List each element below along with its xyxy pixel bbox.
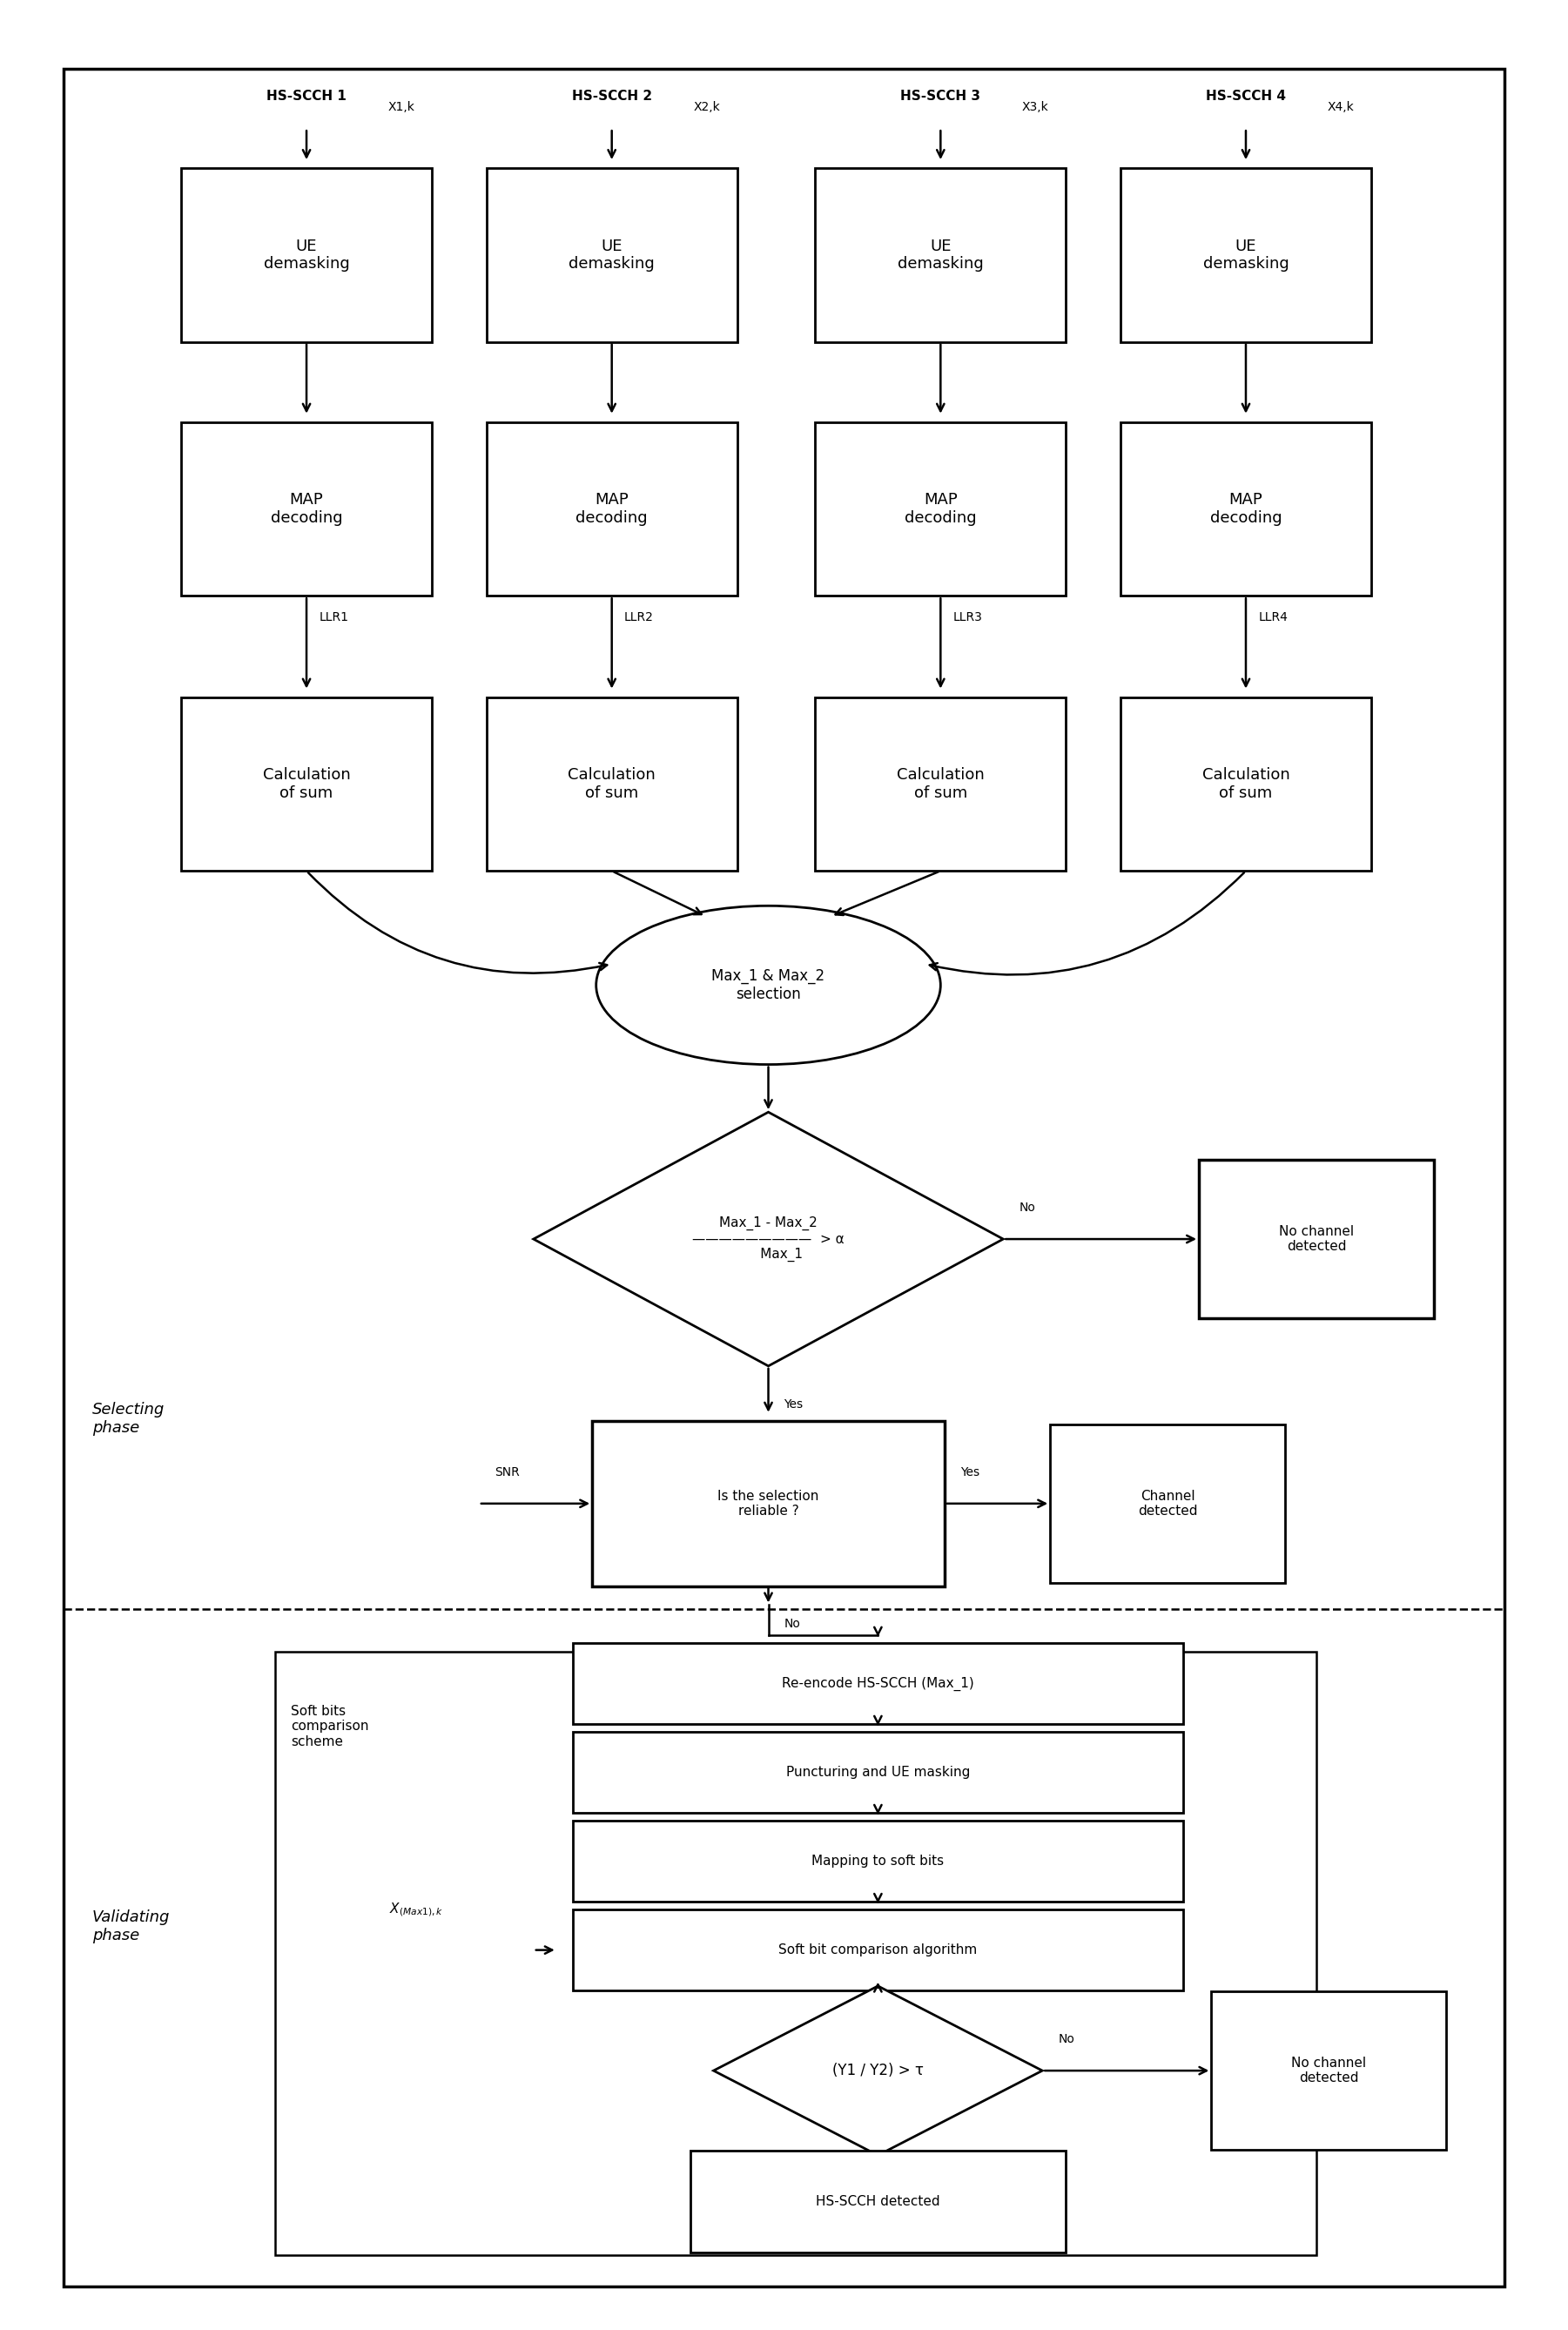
Text: Max_1 & Max_2
selection: Max_1 & Max_2 selection <box>712 969 825 1002</box>
Text: LLR2: LLR2 <box>624 610 654 622</box>
Text: LLR3: LLR3 <box>953 610 983 622</box>
Text: Max_1 - Max_2
—————————  > α
      Max_1: Max_1 - Max_2 ————————— > α Max_1 <box>693 1216 845 1263</box>
Text: Yes: Yes <box>960 1466 980 1477</box>
FancyBboxPatch shape <box>486 168 737 343</box>
FancyBboxPatch shape <box>1121 422 1370 596</box>
Text: SNR: SNR <box>494 1466 519 1477</box>
Text: UE
demasking: UE demasking <box>569 238 655 273</box>
Text: MAP
decoding: MAP decoding <box>905 492 977 527</box>
Text: MAP
decoding: MAP decoding <box>1210 492 1281 527</box>
Text: LLR4: LLR4 <box>1259 610 1287 622</box>
Text: X1,k: X1,k <box>387 100 416 114</box>
Text: MAP
decoding: MAP decoding <box>271 492 342 527</box>
Text: HS-SCCH 2: HS-SCCH 2 <box>572 91 652 103</box>
Text: Channel
detected: Channel detected <box>1138 1489 1198 1517</box>
FancyBboxPatch shape <box>182 168 431 343</box>
FancyBboxPatch shape <box>64 70 1504 2286</box>
FancyBboxPatch shape <box>593 1421 944 1587</box>
Text: X4,k: X4,k <box>1327 100 1355 114</box>
Text: Calculation
of sum: Calculation of sum <box>568 767 655 802</box>
FancyBboxPatch shape <box>572 1911 1184 1990</box>
FancyBboxPatch shape <box>1121 168 1370 343</box>
Text: Puncturing and UE masking: Puncturing and UE masking <box>786 1766 971 1778</box>
Text: Calculation
of sum: Calculation of sum <box>1203 767 1290 802</box>
FancyBboxPatch shape <box>1051 1424 1286 1582</box>
Text: Selecting
phase: Selecting phase <box>93 1403 165 1435</box>
Text: (Y1 / Y2) > τ: (Y1 / Y2) > τ <box>833 2062 924 2078</box>
Text: Calculation
of sum: Calculation of sum <box>262 767 350 802</box>
Text: MAP
decoding: MAP decoding <box>575 492 648 527</box>
Text: HS-SCCH 4: HS-SCCH 4 <box>1206 91 1286 103</box>
Text: Soft bit comparison algorithm: Soft bit comparison algorithm <box>779 1943 977 1957</box>
FancyBboxPatch shape <box>486 422 737 596</box>
Text: UE
demasking: UE demasking <box>263 238 350 273</box>
FancyArrowPatch shape <box>309 874 607 974</box>
Text: LLR1: LLR1 <box>318 610 348 622</box>
FancyBboxPatch shape <box>815 168 1066 343</box>
Text: Is the selection
reliable ?: Is the selection reliable ? <box>718 1489 818 1517</box>
Polygon shape <box>713 1985 1043 2155</box>
Text: No: No <box>1058 2034 1074 2046</box>
FancyArrowPatch shape <box>930 874 1243 974</box>
Text: No channel
detected: No channel detected <box>1292 2057 1366 2085</box>
FancyBboxPatch shape <box>572 1731 1184 1813</box>
FancyBboxPatch shape <box>572 1643 1184 1724</box>
FancyBboxPatch shape <box>276 1652 1316 2255</box>
Text: Validating
phase: Validating phase <box>93 1911 169 1943</box>
Text: Yes: Yes <box>784 1398 803 1410</box>
Text: Yes: Yes <box>894 2181 913 2193</box>
Text: UE
demasking: UE demasking <box>897 238 983 273</box>
FancyBboxPatch shape <box>815 422 1066 596</box>
FancyBboxPatch shape <box>486 697 737 871</box>
Text: Soft bits
comparison
scheme: Soft bits comparison scheme <box>290 1706 368 1748</box>
FancyBboxPatch shape <box>690 2151 1066 2253</box>
Ellipse shape <box>596 906 941 1065</box>
Text: X2,k: X2,k <box>693 100 720 114</box>
Text: HS-SCCH 1: HS-SCCH 1 <box>267 91 347 103</box>
Text: Calculation
of sum: Calculation of sum <box>897 767 985 802</box>
Text: Mapping to soft bits: Mapping to soft bits <box>812 1855 944 1869</box>
Text: X3,k: X3,k <box>1022 100 1049 114</box>
Text: No channel
detected: No channel detected <box>1279 1226 1353 1254</box>
FancyBboxPatch shape <box>815 697 1066 871</box>
FancyBboxPatch shape <box>1121 697 1370 871</box>
Text: No: No <box>1019 1202 1035 1214</box>
Text: HS-SCCH 3: HS-SCCH 3 <box>900 91 980 103</box>
FancyBboxPatch shape <box>1200 1160 1433 1319</box>
FancyBboxPatch shape <box>1212 1992 1446 2151</box>
Polygon shape <box>533 1111 1004 1365</box>
FancyBboxPatch shape <box>572 1822 1184 1901</box>
Text: No: No <box>784 1617 800 1631</box>
Text: $\mathit{X}_{(Max1),k}$: $\mathit{X}_{(Max1),k}$ <box>389 1901 444 1918</box>
Text: HS-SCCH detected: HS-SCCH detected <box>815 2195 941 2209</box>
FancyBboxPatch shape <box>182 422 431 596</box>
FancyBboxPatch shape <box>182 697 431 871</box>
Text: Re-encode HS-SCCH (Max_1): Re-encode HS-SCCH (Max_1) <box>782 1675 974 1692</box>
Text: UE
demasking: UE demasking <box>1203 238 1289 273</box>
